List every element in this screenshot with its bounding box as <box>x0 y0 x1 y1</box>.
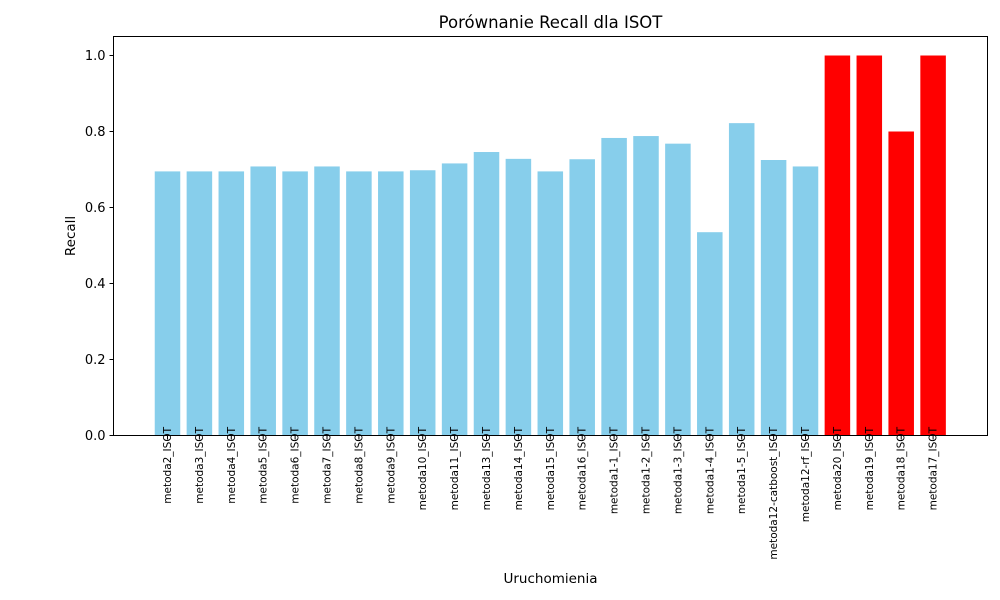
bar-metoda4_ISOT <box>218 171 245 436</box>
x-tick-label: metoda1-2_ISOT <box>641 426 653 514</box>
bar-metoda13_ISOT <box>473 152 500 436</box>
bar-metoda14_ISOT <box>505 158 532 436</box>
bar-metoda16_ISOT <box>569 159 595 436</box>
x-tick-label: metoda16_ISOT <box>577 426 589 510</box>
bar-metoda1-5_ISOT <box>728 123 755 436</box>
x-tick-label: metoda5_ISOT <box>258 426 270 503</box>
bar-metoda19_ISOT <box>856 55 883 436</box>
bar-metoda6_ISOT <box>282 171 308 436</box>
x-tick-label: metoda20_ISOT <box>832 426 844 510</box>
x-tick-label: metoda12-catboost_ISOT <box>768 426 780 559</box>
x-tick-label: metoda1-1_ISOT <box>609 426 621 514</box>
x-tick-label: metoda7_ISOT <box>322 426 334 503</box>
y-tick-label: 1.0 <box>85 49 106 64</box>
x-tick-label: metoda14_ISOT <box>513 426 525 510</box>
x-tick-label: metoda18_ISOT <box>896 426 908 510</box>
bar-metoda18_ISOT <box>888 131 914 436</box>
bar-metoda7_ISOT <box>314 166 340 436</box>
x-tick-label: metoda2_ISOT <box>162 426 174 503</box>
bar-metoda20_ISOT <box>824 55 851 436</box>
x-axis: metoda2_ISOT metoda3_ISOT metoda4_ISOT meto… <box>162 426 940 559</box>
x-tick-label: metoda3_ISOT <box>194 426 206 503</box>
bar-metoda17_ISOT <box>920 55 946 436</box>
x-tick-label: metoda12-rf_ISOT <box>800 426 812 522</box>
x-axis-label: Uruchomienia <box>503 571 597 587</box>
bar-metoda15_ISOT <box>537 171 564 436</box>
y-axis-label: Recall <box>63 216 79 256</box>
y-tick-label: 0.2 <box>85 353 106 368</box>
y-tick-label: 0.8 <box>85 125 106 140</box>
x-tick-label: metoda9_ISOT <box>385 426 397 503</box>
x-tick-label: metoda13_ISOT <box>481 426 493 510</box>
bar-metoda11_ISOT <box>441 163 468 436</box>
x-tick-label: metoda8_ISOT <box>353 426 365 503</box>
x-tick-label: metoda19_ISOT <box>864 426 876 510</box>
bar-metoda8_ISOT <box>346 171 372 436</box>
x-tick-label: metoda10_ISOT <box>417 426 429 510</box>
bar-metoda9_ISOT <box>378 171 404 436</box>
bar-metoda1-1_ISOT <box>601 137 627 436</box>
bar-metoda12-catboost_ISOT <box>760 160 787 436</box>
bar-metoda5_ISOT <box>250 166 276 436</box>
bar-metoda10_ISOT <box>409 170 436 436</box>
y-tick-label: 0.4 <box>85 277 106 292</box>
bar-metoda12-rf_ISOT <box>792 166 819 436</box>
bar-metoda3_ISOT <box>186 171 213 436</box>
x-tick-label: metoda1-3_ISOT <box>672 426 684 514</box>
x-tick-label: metoda15_ISOT <box>545 426 557 510</box>
x-tick-label: metoda1-5_ISOT <box>736 426 748 514</box>
x-tick-label: metoda4_ISOT <box>226 426 238 503</box>
y-tick-label: 0.0 <box>85 429 106 444</box>
bar-metoda1-4_ISOT <box>697 232 723 436</box>
bar-metoda1-3_ISOT <box>665 143 691 436</box>
y-tick-label: 0.6 <box>85 201 106 216</box>
x-tick-label: metoda6_ISOT <box>290 426 302 503</box>
bar-metoda1-2_ISOT <box>633 136 659 436</box>
chart-title: Porównanie Recall dla ISOT <box>439 13 664 32</box>
plot-frame <box>113 36 988 436</box>
x-tick-label: metoda1-4_ISOT <box>704 426 716 514</box>
bar-metoda2_ISOT <box>154 171 181 436</box>
x-tick-label: metoda11_ISOT <box>449 426 461 510</box>
x-tick-label: metoda17_ISOT <box>928 426 940 510</box>
bars <box>154 55 946 436</box>
y-axis: 0.0 0.2 0.4 0.6 0.8 1.0 <box>85 49 114 444</box>
